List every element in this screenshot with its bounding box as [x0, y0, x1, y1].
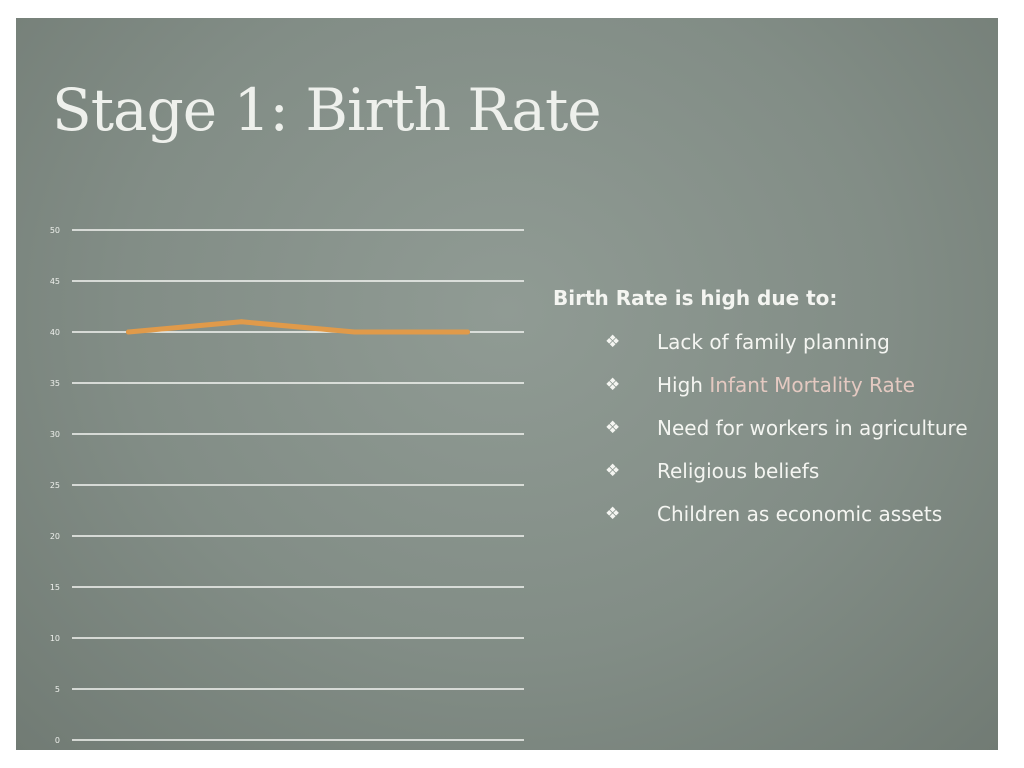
slide: Stage 1: Birth Rate 0 5 10 15 20 25 30 35 40 45 50… [16, 18, 998, 750]
y-tick-label: 20 [50, 532, 60, 541]
reason-text-prefix: High [657, 373, 710, 397]
diamond-bullet-icon: ❖ [605, 461, 621, 481]
y-tick-label: 5 [55, 685, 60, 694]
reason-item: ❖ Children as economic assets [605, 500, 993, 543]
diamond-bullet-icon: ❖ [605, 504, 621, 524]
series-line [126, 319, 470, 335]
reason-text: Children as economic assets [657, 502, 943, 526]
reason-text: Religious beliefs [657, 459, 820, 483]
slide-title: Stage 1: Birth Rate [52, 76, 602, 144]
diamond-bullet-icon: ❖ [605, 418, 621, 438]
y-tick-label: 50 [50, 226, 60, 235]
reason-text: Need for workers in agriculture [657, 416, 968, 440]
y-tick-label: 25 [50, 481, 60, 490]
y-tick-label: 15 [50, 583, 60, 592]
y-tick-label: 45 [50, 277, 60, 286]
birth-rate-chart: 0 5 10 15 20 25 30 35 40 45 50 [50, 226, 524, 745]
reason-item: ❖ Religious beliefs [605, 457, 993, 500]
reason-text: Lack of family planning [657, 330, 890, 354]
reason-item: ❖ High Infant Mortality Rate [605, 371, 993, 414]
panel-heading: Birth Rate is high due to: [553, 286, 838, 310]
data-point [465, 329, 470, 335]
reasons-list: ❖ Lack of family planning ❖ High Infant … [553, 328, 993, 543]
reason-text-highlight: Infant Mortality Rate [709, 373, 915, 397]
y-tick-label: 30 [50, 430, 60, 439]
reasons-panel: Birth Rate is high due to: ❖ Lack of fam… [553, 286, 993, 543]
diamond-bullet-icon: ❖ [605, 375, 621, 395]
y-tick-label: 40 [50, 328, 60, 337]
y-tick-label: 0 [55, 736, 60, 745]
data-point [126, 329, 131, 335]
data-point [352, 329, 357, 335]
reason-item: ❖ Lack of family planning [605, 328, 993, 371]
diamond-bullet-icon: ❖ [605, 332, 621, 352]
data-point [239, 319, 244, 325]
reason-item: ❖ Need for workers in agriculture [605, 414, 993, 457]
y-tick-label: 35 [50, 379, 60, 388]
y-tick-label: 10 [50, 634, 60, 643]
